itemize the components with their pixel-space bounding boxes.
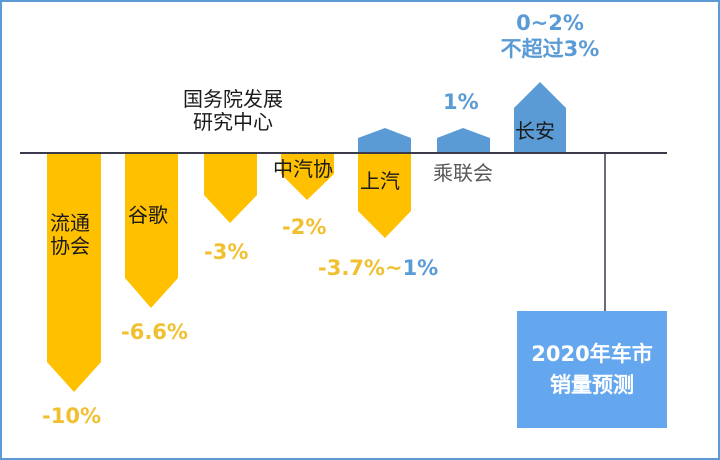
value-caam: -2% xyxy=(282,215,327,239)
bar-google xyxy=(125,153,178,308)
value-changan-line1: 0~2% xyxy=(516,11,584,35)
label-drc-line1: 国务院发展 xyxy=(183,87,283,111)
label-liutong: 流通 协会 xyxy=(50,212,90,258)
value-drc: -3% xyxy=(204,240,249,264)
value-saic-high: 1% xyxy=(402,256,439,280)
bar-saic-negative xyxy=(358,153,411,238)
title-box: 2020年车市 销量预测 xyxy=(517,311,667,428)
bar-drc xyxy=(204,153,257,223)
bar-cpca xyxy=(437,128,490,153)
value-google: -6.6% xyxy=(121,320,188,344)
label-drc: 国务院发展 研究中心 xyxy=(168,88,298,134)
label-caam: 中汽协 xyxy=(273,157,333,181)
label-saic: 上汽 xyxy=(360,169,400,193)
label-changan: 长安 xyxy=(515,119,555,143)
label-cpca: 乘联会 xyxy=(433,161,493,185)
value-saic-low: -3.7%~ xyxy=(318,256,403,280)
bar-liutong xyxy=(47,153,101,392)
label-google: 谷歌 xyxy=(128,203,168,227)
value-liutong: -10% xyxy=(42,404,101,428)
value-saic: -3.7%~1% xyxy=(318,256,438,280)
label-liutong-line2: 协会 xyxy=(50,234,90,258)
title-box-line1: 2020年车市 xyxy=(531,342,653,367)
bar-changan xyxy=(514,82,566,153)
title-box-line2: 销量预测 xyxy=(550,372,634,397)
value-changan: 0~2% 不超过3% xyxy=(490,10,610,63)
bar-caam xyxy=(281,153,334,200)
label-drc-line2: 研究中心 xyxy=(193,110,273,134)
bar-saic-positive xyxy=(358,128,411,153)
value-cpca: 1% xyxy=(443,90,479,114)
value-changan-line2: 不超过3% xyxy=(500,37,600,62)
label-liutong-line1: 流通 xyxy=(50,211,90,235)
